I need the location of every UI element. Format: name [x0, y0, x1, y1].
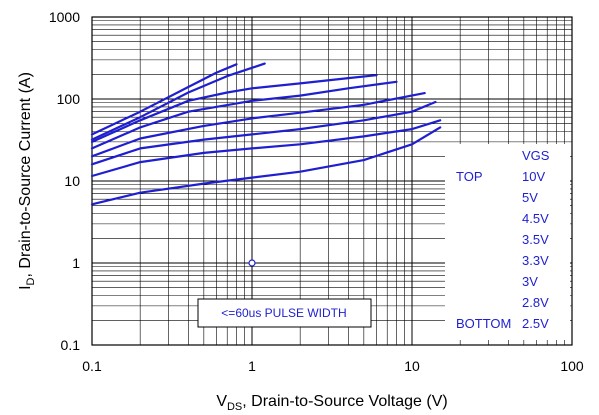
y-tick-label: 100	[57, 91, 81, 107]
tick-labels: 0.1 1 10 100 0.1 1 10 100 1000	[49, 9, 584, 374]
legend-entry: 5V	[522, 190, 538, 205]
x-tick-label: 1	[248, 358, 256, 374]
pulse-width-annotation: <=60us PULSE WIDTH	[221, 306, 346, 320]
legend-top-label: TOP	[456, 169, 483, 184]
x-tick-label: 10	[404, 358, 420, 374]
legend-entry: 3.3V	[522, 253, 549, 268]
reference-marker	[248, 259, 256, 267]
x-tick-label: 0.1	[82, 358, 102, 374]
legend-entry: 10V	[522, 169, 545, 184]
legend-header: VGS	[522, 148, 550, 163]
x-axis-title: VDS, Drain-to-Source Voltage (V)	[216, 393, 447, 413]
series-line-5	[90, 100, 437, 166]
y-axis-title: ID, Drain-to-Source Current (A)	[17, 72, 37, 290]
series-line-0	[90, 63, 238, 136]
legend-entry: 2.8V	[522, 295, 549, 310]
y-tick-label: 1000	[49, 9, 80, 25]
series-layer	[90, 62, 442, 206]
x-tick-label: 100	[560, 358, 584, 374]
plot-frame	[91, 16, 573, 346]
legend-background	[445, 144, 570, 340]
y-tick-label: 0.1	[61, 337, 81, 353]
series-line-4	[90, 91, 426, 158]
y-tick-label: 10	[64, 173, 80, 189]
series-line-1	[90, 62, 266, 141]
series-line-3	[90, 80, 398, 150]
legend-bottom-label: BOTTOM	[456, 316, 511, 331]
legend-entry: 2.5V	[522, 316, 549, 331]
legend-entry: 3V	[522, 274, 538, 289]
pulse-width-box	[197, 298, 372, 328]
y-tick-label: 1	[72, 255, 80, 271]
series-line-7	[90, 126, 442, 206]
legend-entry: 4.5V	[522, 211, 549, 226]
legend-entry: 3.5V	[522, 232, 549, 247]
series-line-6	[90, 119, 442, 178]
series-line-2	[90, 74, 378, 143]
